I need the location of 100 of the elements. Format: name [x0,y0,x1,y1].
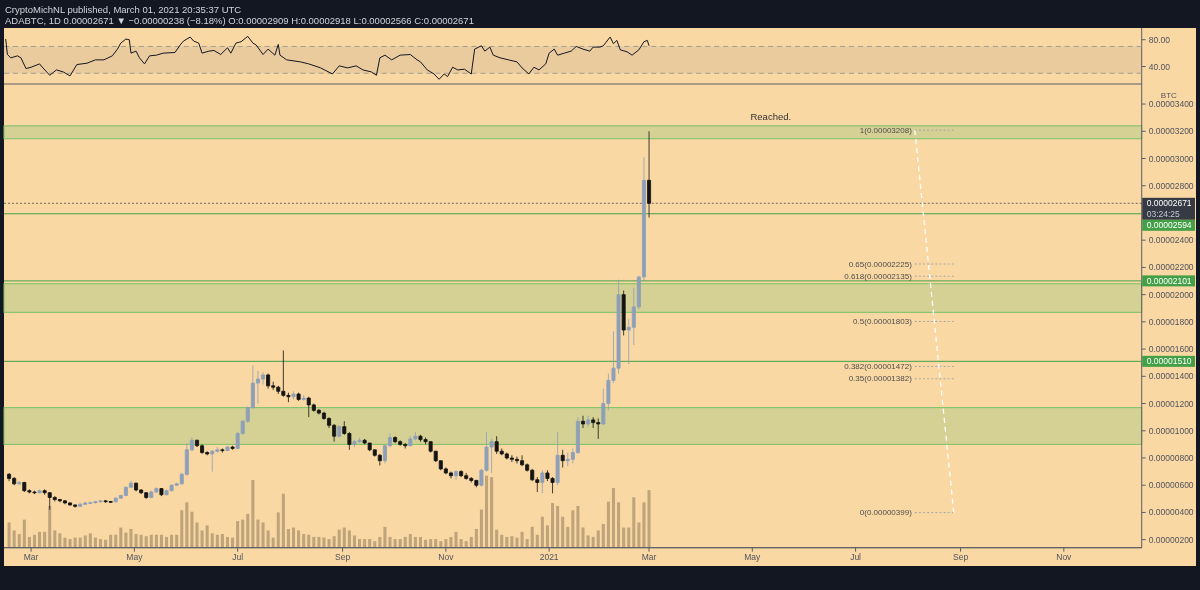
bar [22,519,26,548]
bar [7,522,11,548]
candlestick [78,502,83,508]
bar [525,539,529,548]
y-tick-label: 0.00000600 [1148,480,1194,491]
y-tick-label: 0.00002000 [1148,289,1194,300]
bar [490,477,494,548]
bar [500,534,504,548]
bar [17,534,21,548]
bar [495,529,499,548]
bar [88,533,92,548]
y-tick-label: 0.00001400 [1148,371,1194,382]
y-tick-label: 0.00003200 [1148,126,1194,137]
bar [581,527,585,548]
bar [165,536,169,548]
annotation: Reached. [750,110,792,122]
ref-line-label: 0.00002101 [1146,275,1192,286]
bar [535,534,539,548]
bar [129,528,133,548]
bar [617,502,621,548]
bar [27,536,31,548]
bar [307,534,311,548]
bar [347,530,351,548]
x-tick-label: May [744,552,762,563]
bar [459,539,463,548]
bar [291,527,296,548]
bar [38,531,42,548]
y-tick-label: 40.00 [1148,61,1171,72]
bar [180,510,184,548]
bar [540,516,544,548]
bar [124,532,128,548]
bar [551,503,555,548]
x-tick-label: Sep [952,552,969,563]
bar [368,539,372,548]
x-tick-label: Nov [438,552,455,563]
bar [58,533,62,548]
bar [32,534,36,548]
bar [190,511,194,548]
bar [403,536,407,548]
y-tick-label: 80.00 [1148,34,1171,45]
y-tick-label: 0.00000400 [1148,507,1194,518]
bar [601,523,605,548]
candlestick [17,480,22,486]
bar [413,536,417,548]
bar [251,480,255,548]
bar [175,534,179,548]
bar [434,539,438,548]
candlestick [230,445,235,451]
candlestick [647,130,652,218]
bar [236,521,240,548]
candlestick [296,392,301,402]
bar [286,528,290,548]
bar [246,513,250,548]
bar [98,539,103,548]
y-tick-label: 0.00003000 [1148,153,1194,164]
candlestick [555,431,560,486]
bar [332,536,336,548]
bar [464,541,468,548]
candlestick [560,449,565,468]
bar [606,501,610,548]
bar [510,536,514,548]
candlestick [393,435,398,444]
bar [571,510,575,548]
bar [266,530,270,548]
bar [545,525,549,548]
annotation: 0.5(0.00001803) [853,316,913,326]
y-tick-label: 0.00001000 [1148,425,1194,436]
x-tick-label: Jul [232,552,244,563]
bar [591,536,595,548]
y-tick-label: 0.00001600 [1148,344,1194,355]
chart-subtitle: ADABTC, 1D 0.00002671 ▼ −0.00000238 (−8.18%) O:0.00002909 H:0.00002918 L:0.00002566 C:0.00002671 [5,15,474,26]
y-tick-label: 0.00002200 [1148,262,1194,273]
bar [220,534,224,548]
chart-title: CryptoMichNL published, March 01, 2021 20:35:37 UTC [5,4,242,15]
bar [185,502,189,548]
candlestick [225,445,230,452]
bar [429,539,433,548]
annotation: 0.618(0.00002135) [844,271,913,281]
candlestick [337,424,342,438]
bar [352,535,356,548]
annotation: 1(0.00003208) [859,125,913,135]
bar [637,522,641,548]
candlestick [37,488,42,494]
bar [109,534,113,548]
ref-line-label: 0.00002594 [1146,220,1192,231]
bar [622,527,626,548]
y-tick-label: 0.00000800 [1148,452,1194,463]
bar [561,516,565,548]
candlestick [621,290,626,336]
bar [556,505,560,548]
bar [297,530,301,548]
bar [444,539,448,548]
y-tick-label: 0.00002800 [1148,180,1194,191]
x-tick-label: May [126,552,144,563]
bar [439,541,443,548]
y-tick-label: 0.00001800 [1148,316,1194,327]
bar [383,526,387,548]
bar [210,533,214,548]
annotation: 0.35(0.00001382) [848,374,913,384]
bar [484,475,489,548]
